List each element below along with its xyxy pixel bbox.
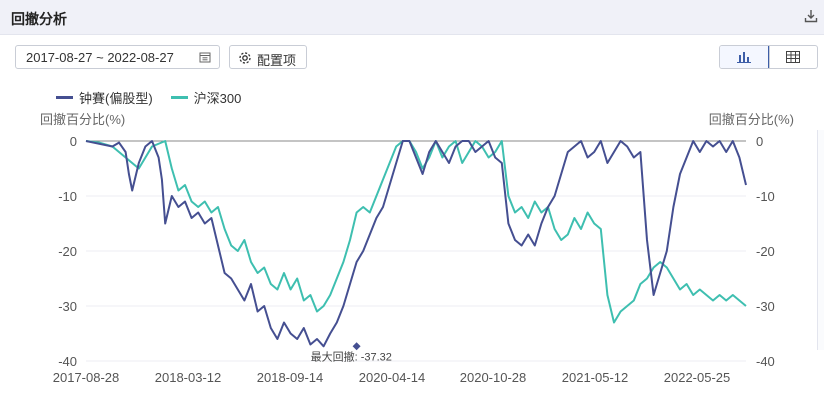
config-button-label: 配置项 [257, 53, 297, 68]
y-tick-left-2: -20 [58, 244, 77, 259]
y-tick-right-1: -10 [756, 189, 775, 204]
legend-swatch-series2 [170, 96, 188, 99]
x-tick-0: 2017-08-28 [53, 370, 120, 385]
bar-chart-icon [736, 52, 751, 63]
y-tick-left-4: -40 [58, 354, 77, 369]
x-tick-1: 2018-03-12 [155, 370, 222, 385]
scrollbar[interactable] [817, 130, 824, 350]
legend-label-series2: 沪深300 [193, 91, 242, 106]
legend-swatch-series1 [56, 96, 73, 99]
x-tick-2: 2018-09-14 [257, 370, 324, 385]
panel-header: 回撤分析 [0, 0, 824, 35]
y-tick-right-0: 0 [756, 134, 763, 149]
chart-legend: 钟賽(偏股型) 沪深300 [56, 88, 241, 107]
chart-view-button[interactable] [720, 46, 769, 68]
legend-item-series1[interactable]: 钟賽(偏股型) [56, 88, 153, 107]
table-icon [786, 51, 801, 63]
y-tick-right-2: -20 [756, 244, 775, 259]
max-drawdown-label: 最大回撤: -37.32 [311, 349, 392, 363]
drawdown-chart: 回撤百分比(%) 回撤百分比(%) 0 0 -10 -10 -20 -20 -30 -30 -40 -… [40, 112, 794, 385]
download-icon[interactable] [804, 9, 818, 23]
y-tick-left-3: -30 [58, 299, 77, 314]
config-button[interactable]: 配置项 [229, 45, 307, 69]
date-range-text: 2017-08-27 ~ 2022-08-27 [26, 50, 174, 65]
y-axis-label-right: 回撤百分比(%) [709, 112, 794, 127]
max-drawdown-marker [352, 342, 361, 351]
x-tick-5: 2021-05-12 [562, 370, 629, 385]
calendar-icon [199, 52, 211, 63]
gear-icon [239, 52, 251, 64]
legend-label-series1: 钟賽(偏股型) [79, 91, 153, 106]
series-line-1 [85, 140, 747, 348]
date-range-picker[interactable]: 2017-08-27 ~ 2022-08-27 [15, 45, 220, 69]
legend-item-series2[interactable]: 沪深300 [170, 88, 242, 107]
x-tick-4: 2020-10-28 [460, 370, 527, 385]
x-tick-6: 2022-05-25 [664, 370, 731, 385]
panel-title: 回撤分析 [11, 11, 67, 27]
y-tick-left-1: -10 [58, 189, 77, 204]
view-toggle [719, 45, 818, 69]
y-tick-left-0: 0 [70, 134, 77, 149]
table-view-button[interactable] [768, 46, 818, 68]
y-axis-label-left: 回撤百分比(%) [40, 112, 125, 127]
x-tick-3: 2020-04-14 [359, 370, 426, 385]
y-tick-right-4: -40 [756, 354, 775, 369]
y-tick-right-3: -30 [756, 299, 775, 314]
